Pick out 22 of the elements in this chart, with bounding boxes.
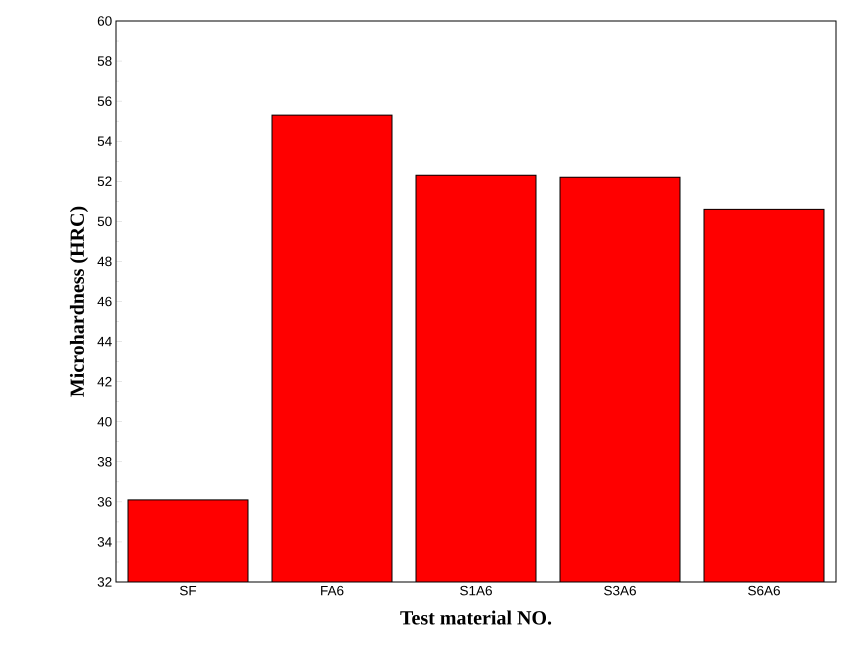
x-tick-label: S1A6 [460, 586, 492, 596]
y-tick-label: 50 [98, 216, 112, 226]
y-tick-label: 32 [98, 577, 112, 587]
y-tick-label: 58 [98, 56, 112, 66]
x-axis-title: Test material NO. [400, 610, 552, 625]
y-tick-label: 46 [97, 296, 112, 306]
y-tick-label: 36 [98, 497, 112, 507]
x-tick-label: FA6 [321, 586, 344, 596]
y-tick-label: 40 [97, 416, 112, 426]
y-tick-label: 48 [97, 256, 112, 266]
y-tick-label: 60 [98, 16, 112, 26]
y-tick-label: 42 [97, 376, 112, 386]
x-tick-label: SF [180, 586, 196, 596]
x-tick-label: S6A6 [748, 586, 780, 596]
y-tick-label: 38 [98, 457, 112, 467]
x-tick-label: S3A6 [604, 586, 636, 596]
y-axis-title: Microhardness (HRC) [70, 206, 88, 397]
y-tick-label: 52 [98, 176, 112, 186]
y-tick-label: 34 [98, 537, 112, 547]
y-tick-label: 56 [98, 96, 112, 106]
y-tick-label: 54 [98, 136, 112, 146]
y-tick-label: 44 [97, 336, 112, 346]
